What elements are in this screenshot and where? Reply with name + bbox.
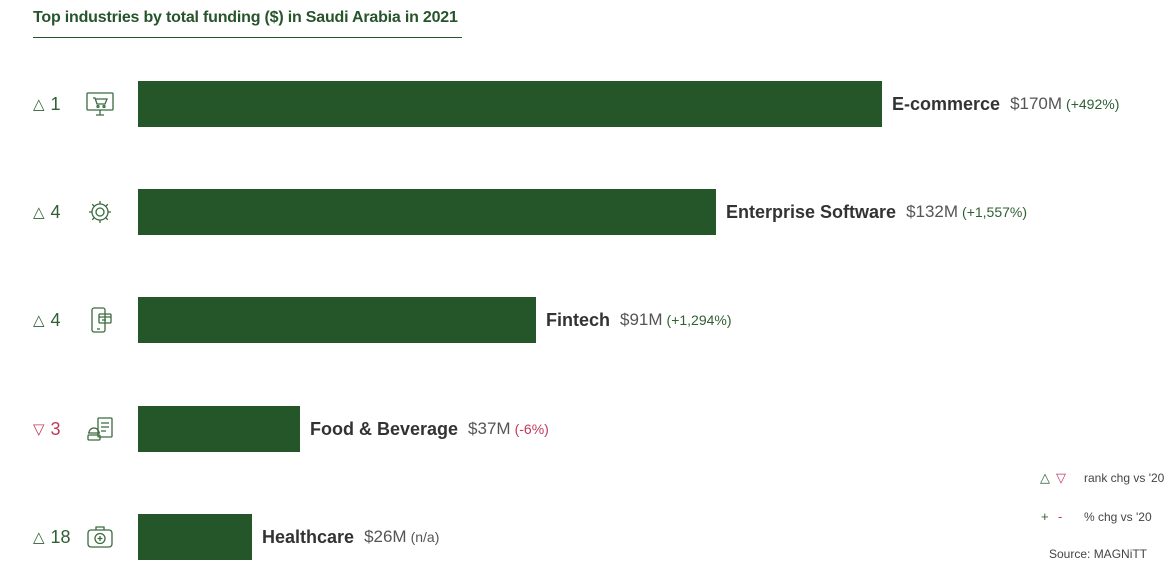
industry-name: Food & Beverage: [310, 418, 459, 439]
legend: △ ▽ rank chg vs '20 + - % chg vs '20: [1040, 470, 1170, 530]
bar-row: △ 4 Enterprise Software $132M (+1,557%): [0, 189, 1175, 235]
rank-change: △ 4: [33, 297, 61, 343]
shopping-cart-monitor-icon: [85, 90, 115, 118]
mobile-payment-icon: [85, 306, 115, 334]
funding-value: $26M: [364, 527, 407, 546]
funding-value: $132M: [906, 202, 959, 221]
funding-value: $170M: [1010, 94, 1063, 113]
rank-change: △ 1: [33, 81, 61, 127]
bar: [138, 297, 536, 343]
bar-label: Fintech $91M (+1,294%): [546, 297, 732, 343]
industry-name: Healthcare: [262, 526, 355, 547]
rank-change-value: 4: [50, 309, 61, 330]
legend-pct-text: % chg vs '20: [1084, 510, 1152, 524]
industry-name: Fintech: [546, 309, 611, 330]
rank-change-value: 4: [50, 201, 61, 222]
percent-change: (+1,294%): [666, 312, 732, 328]
rank-change-value: 18: [50, 526, 71, 547]
rank-change: ▽ 3: [33, 406, 61, 452]
chart-title: Top industries by total funding ($) in S…: [33, 9, 458, 26]
rank-change: △ 4: [33, 189, 61, 235]
bar-row: △ 4 Fintech $91M (+1,294%): [0, 297, 1175, 343]
funding-value: $37M: [468, 419, 511, 438]
rank-up-icon: △: [33, 312, 45, 329]
rank-down-icon: ▽: [33, 421, 45, 438]
rank-up-icon: △: [33, 529, 45, 546]
percent-change: (-6%): [514, 421, 549, 437]
bar-label: Food & Beverage $37M (-6%): [310, 406, 549, 452]
industry-name: Enterprise Software: [726, 201, 897, 222]
bar-row: △ 1 E-commerce $170M (+492%): [0, 81, 1175, 127]
bar: [138, 406, 300, 452]
legend-rank-text: rank chg vs '20: [1084, 471, 1165, 485]
funding-value: $91M: [620, 310, 663, 329]
rank-change-value: 1: [50, 93, 61, 114]
legend-pct-plus-symbol: +: [1041, 509, 1049, 524]
bar-label: E-commerce $170M (+492%): [892, 81, 1119, 127]
bar-label: Enterprise Software $132M (+1,557%): [726, 189, 1027, 235]
source-note: Source: MAGNiTT: [1049, 547, 1148, 561]
bar: [138, 81, 882, 127]
bar: [138, 189, 716, 235]
bar-row: △ 18 Healthcare $26M (n/a): [0, 514, 1175, 560]
legend-pct-minus-symbol: -: [1058, 509, 1063, 524]
rank-change: △ 18: [33, 514, 71, 560]
percent-change: (+492%): [1066, 96, 1120, 112]
industry-name: E-commerce: [892, 93, 1001, 114]
legend-rank-down-symbol: ▽: [1056, 470, 1066, 485]
medical-kit-icon: [85, 523, 115, 551]
rank-up-icon: △: [33, 204, 45, 221]
percent-change: (+1,557%): [962, 204, 1028, 220]
bar-row: ▽ 3 Food & Beverage $37M (-6%): [0, 406, 1175, 452]
gear-icon: [85, 198, 115, 226]
title-underline: [33, 37, 462, 38]
bar-label: Healthcare $26M (n/a): [262, 514, 439, 560]
food-delivery-icon: [85, 415, 115, 443]
rank-up-icon: △: [33, 96, 45, 113]
percent-change: (n/a): [410, 529, 440, 545]
bar: [138, 514, 252, 560]
legend-rank-up-symbol: △: [1040, 470, 1050, 485]
rank-change-value: 3: [50, 418, 61, 439]
